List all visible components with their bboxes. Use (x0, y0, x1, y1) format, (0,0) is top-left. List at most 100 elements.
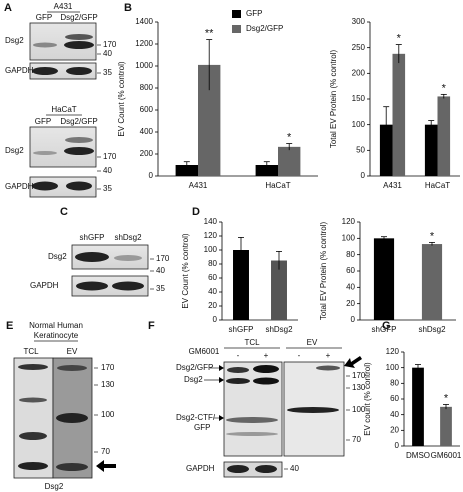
bar (233, 250, 249, 320)
y-tick-label: 0 (149, 171, 154, 180)
band (227, 465, 249, 473)
error-bar (276, 250, 282, 270)
marker: 70 (352, 435, 361, 444)
y-tick-label: 120 (342, 217, 356, 226)
significance: * (430, 230, 435, 242)
band (226, 417, 278, 423)
y-axis-title: Total EV Protein (% control) (319, 222, 328, 321)
bar (392, 53, 406, 176)
arrow (96, 460, 116, 472)
lane-label: TCL (23, 347, 39, 356)
bar (198, 64, 221, 176)
protein-label: Dsg2 (45, 482, 64, 491)
lane-label: GFP (36, 13, 52, 22)
band (226, 378, 250, 384)
y-tick-label: 0 (361, 171, 366, 180)
protein-label: GAPDH (30, 281, 59, 290)
significance: * (397, 32, 402, 44)
panel-letter: D (192, 206, 200, 218)
treatment-state: + (326, 351, 331, 360)
error-bar (238, 236, 244, 263)
band (253, 377, 279, 385)
marker: 100 (352, 405, 366, 414)
marker: 40 (290, 464, 299, 473)
band (64, 41, 94, 49)
error-bar (383, 106, 390, 143)
y-tick-label: 1400 (135, 17, 153, 26)
band (57, 365, 87, 371)
bar (373, 238, 395, 320)
marker: 170 (103, 40, 117, 49)
blot (71, 275, 149, 297)
bar (412, 367, 424, 446)
y-tick-label: 1000 (135, 61, 153, 70)
panel-letter: F (148, 320, 155, 332)
marker: 40 (103, 49, 112, 58)
band (56, 413, 88, 423)
marker: 35 (103, 184, 112, 193)
x-tick-label: shDsg2 (418, 325, 446, 334)
y-tick-label: 250 (352, 43, 366, 52)
arrow (219, 415, 224, 421)
treatment-state: + (264, 351, 269, 360)
band (226, 432, 278, 436)
band (33, 42, 57, 48)
blot-title: Normal Human (29, 321, 83, 330)
band (255, 465, 277, 473)
y-tick-label: 600 (140, 105, 154, 114)
marker: 130 (352, 383, 366, 392)
band-label: Dsg2/GFP (176, 363, 213, 372)
legend-label: Dsg2/GFP (246, 24, 283, 33)
bar (440, 406, 452, 446)
significance: * (442, 82, 447, 94)
y-tick-label: 80 (346, 250, 355, 259)
y-axis-title: EV Count (% control) (181, 233, 190, 308)
marker: 170 (352, 371, 366, 380)
lane-label: Dsg2/GFP (60, 13, 97, 22)
y-tick-label: 1200 (135, 39, 153, 48)
x-tick-label: A431 (189, 181, 208, 190)
lane-label: EV (67, 347, 78, 356)
y-tick-label: 100 (386, 363, 400, 372)
error-bar (440, 93, 447, 99)
y-axis-title: EV count (% control) (363, 362, 372, 436)
x-tick-label: HaCaT (425, 181, 450, 190)
legend-label: GFP (246, 9, 262, 18)
y-tick-label: 50 (356, 145, 365, 154)
significance: * (444, 392, 449, 404)
bar (175, 165, 198, 176)
band (32, 67, 58, 75)
bar (424, 124, 438, 176)
error-bar (415, 364, 421, 371)
protein-label: Dsg2 (48, 252, 67, 261)
y-tick-label: 80 (208, 259, 217, 268)
band (33, 151, 57, 155)
legend-swatch (232, 25, 241, 33)
bar (421, 244, 443, 320)
band (18, 462, 48, 470)
y-tick-label: 400 (140, 127, 154, 136)
lane-label: Dsg2/GFP (60, 117, 97, 126)
error-bar (395, 44, 402, 64)
y-tick-label: 140 (204, 217, 218, 226)
blot (223, 361, 283, 457)
band (287, 407, 339, 413)
y-tick-label: 120 (204, 231, 218, 240)
x-tick-label: DMSO (406, 451, 430, 460)
lane-label: GFP (35, 117, 51, 126)
blot (29, 126, 97, 168)
blot (13, 357, 54, 479)
marker: 170 (101, 363, 115, 372)
band (114, 255, 142, 261)
band-label: GFP (194, 423, 210, 432)
band (64, 147, 94, 155)
band (19, 397, 47, 403)
error-bar (429, 242, 435, 246)
panel-letter: E (6, 320, 13, 332)
arrow (219, 377, 224, 383)
y-axis-title: EV Count (% control) (117, 61, 126, 136)
y-tick-label: 20 (390, 425, 399, 434)
treatment-state: - (237, 351, 240, 360)
y-tick-label: 200 (352, 68, 366, 77)
band (227, 367, 249, 373)
